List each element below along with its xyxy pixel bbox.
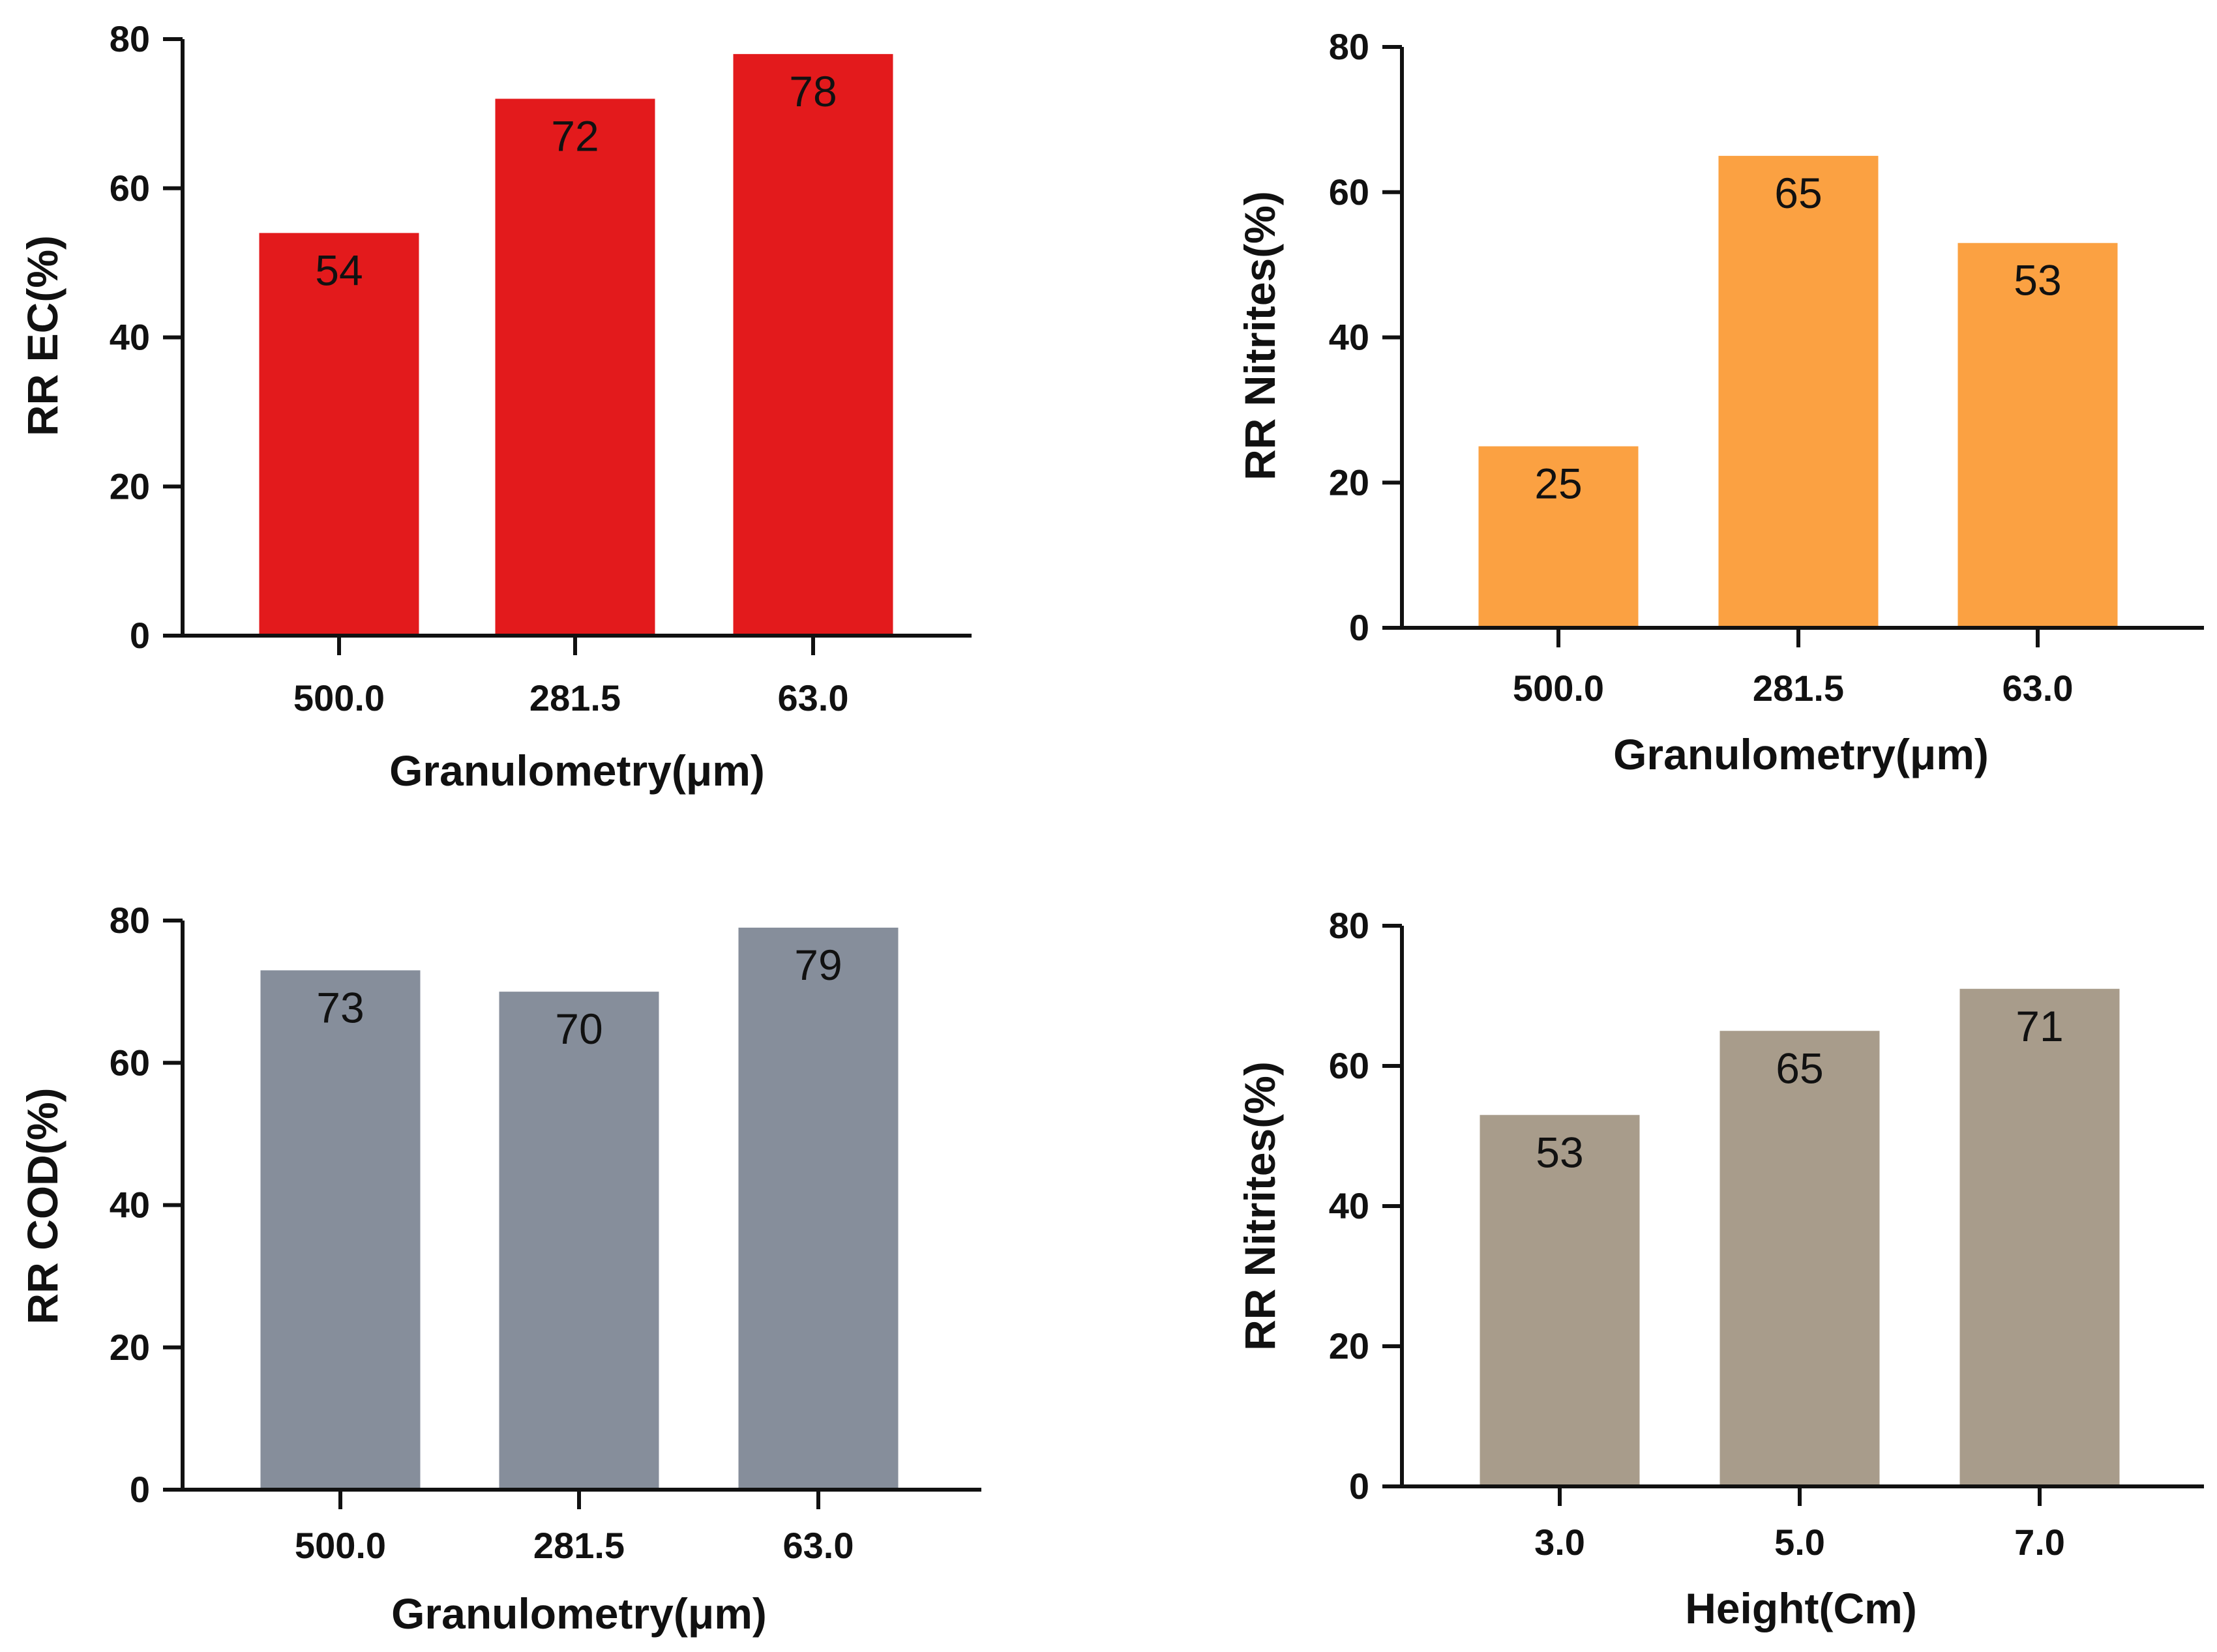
y-tick-label: 0 [1349,1466,1369,1507]
bar-281.5 [495,98,655,636]
bar-value-label: 25 [1534,460,1582,508]
bar-value-label: 72 [551,112,599,160]
x-axis-title: Height(Cm) [1685,1584,1917,1632]
x-axis-title: Granulometry(μm) [391,1589,767,1638]
chart-panel-3: 73 70 79 0 20 40 60 80 500.0 281.5 63.0 Granulometr… [18,900,981,1638]
bar-281.5 [1718,156,1879,628]
x-axis-title: Granulometry(μm) [1613,730,1989,778]
x-tick-label: 281.5 [1753,668,1844,709]
bar-value-label: 53 [1536,1128,1583,1176]
bar-5.0 [1719,1031,1880,1486]
chart-panel-2: 25 65 53 0 20 40 60 80 500.0 281.5 63.0 Granulometr… [1236,26,2204,778]
y-tick-label: 20 [110,465,150,507]
bar-500.0 [260,970,421,1490]
bar-value-label: 65 [1776,1044,1823,1092]
y-tick-label: 20 [1329,462,1369,503]
y-tick-label: 0 [130,615,150,656]
x-tick-label: 281.5 [533,1525,625,1566]
bar-281.5 [499,992,659,1490]
x-tick-label: 500.0 [293,677,385,718]
x-tick-label: 500.0 [295,1525,386,1566]
bar-value-label: 70 [555,1005,603,1053]
x-axis-title: Granulometry(μm) [389,746,765,795]
y-tick-label: 40 [1329,1185,1369,1226]
y-tick-label: 60 [110,1042,150,1083]
y-tick-label: 20 [110,1327,150,1368]
bar-value-label: 65 [1774,169,1822,217]
y-tick-label: 80 [110,18,150,59]
bar-value-label: 79 [794,941,842,989]
y-tick-label: 20 [1329,1325,1369,1366]
y-tick-label: 80 [110,900,150,941]
x-tick-label: 5.0 [1774,1522,1825,1563]
y-tick-label: 80 [1329,905,1369,946]
y-tick-label: 60 [1329,171,1369,213]
bar-500.0 [1478,446,1639,628]
y-tick-label: 40 [1329,317,1369,358]
y-tick-label: 80 [1329,26,1369,67]
y-axis-title: RR COD(%) [18,1088,67,1325]
x-tick-label: 7.0 [2014,1522,2065,1563]
x-tick-label: 63.0 [2002,668,2074,709]
x-tick-label: 63.0 [783,1525,854,1566]
y-tick-label: 40 [110,1185,150,1226]
y-tick-label: 60 [1329,1045,1369,1086]
bar-63.0 [733,53,893,636]
y-axis-title: RR Nitrites(%) [1236,191,1284,480]
x-tick-label: 500.0 [1513,668,1604,709]
y-tick-label: 40 [110,317,150,358]
y-axis-title: RR EC(%) [18,235,67,436]
y-tick-label: 60 [110,168,150,209]
bar-value-label: 78 [789,67,837,115]
chart-panel-4: 53 65 71 0 20 40 60 80 3.0 5.0 7.0 Height(Cm) RR Nit… [1236,905,2204,1632]
bar-value-label: 71 [2016,1002,2063,1050]
bar-value-label: 53 [2014,256,2061,304]
bar-63.0 [1957,243,2118,628]
bar-7.0 [1959,988,2120,1486]
x-tick-label: 63.0 [778,677,849,718]
y-tick-label: 0 [1349,607,1369,648]
x-tick-label: 3.0 [1534,1522,1585,1563]
bar-value-label: 54 [315,246,363,294]
bar-500.0 [259,233,419,636]
x-tick-label: 281.5 [529,677,621,718]
y-tick-label: 0 [130,1469,150,1510]
bar-63.0 [738,927,899,1490]
chart-panel-1: 54 72 78 0 20 40 60 80 500.0 281.5 63.0 Granulometr… [18,18,972,795]
bar-value-label: 73 [316,983,364,1031]
bar-3.0 [1480,1115,1640,1486]
y-axis-title: RR Nitrites(%) [1236,1061,1284,1351]
